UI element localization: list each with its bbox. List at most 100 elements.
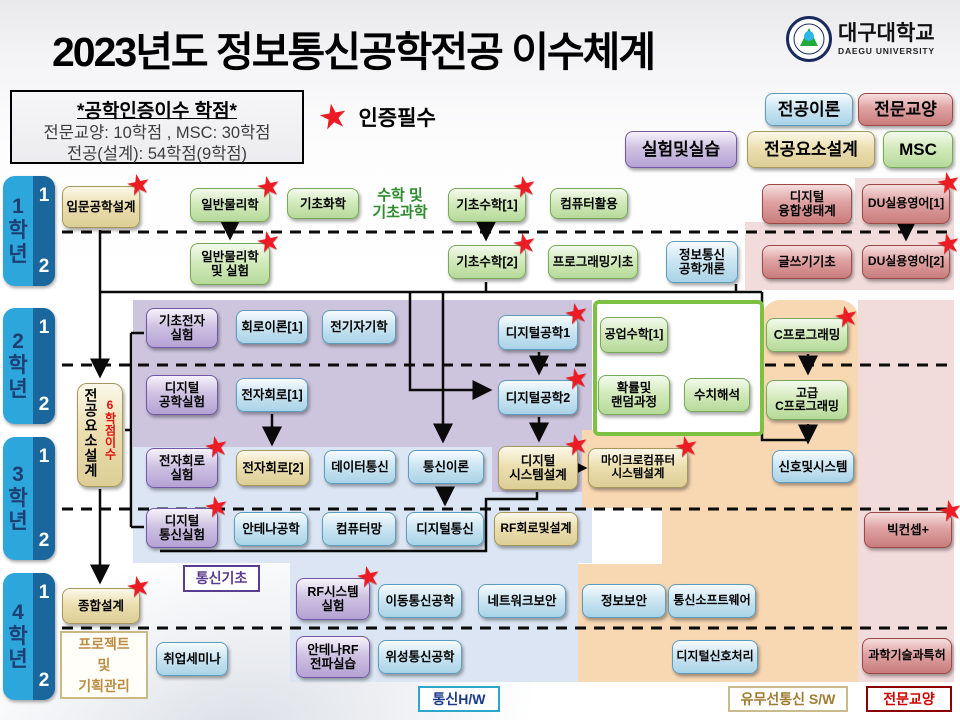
- course-box: 데이터통신: [324, 450, 396, 484]
- course-box: 일반물리학 및 실험 ★: [190, 224, 284, 285]
- course-box: 정보통신 공학개론: [666, 241, 738, 283]
- semester-2-label: 2: [38, 256, 50, 277]
- legend-lab: 실험및실습: [625, 131, 737, 168]
- course-box: 프로그래밍기초: [548, 245, 638, 279]
- edge-line: [125, 331, 144, 529]
- semester-2-label: 2: [38, 530, 50, 551]
- university-name: 대구대학교: [838, 21, 935, 45]
- course-box: 기초수학[2] ★: [448, 226, 540, 279]
- group-label: 수학 및 기초과학: [372, 186, 428, 221]
- major-design-credit-box: 전공요소설계 6학점이수: [77, 383, 123, 487]
- course-box: RF회로및설계: [494, 512, 578, 546]
- semester-1-label: 1: [38, 185, 50, 206]
- group-label: 유무선통신 S/W: [728, 686, 848, 712]
- legend-msc: MSC: [883, 131, 953, 168]
- group-label: 프로젝트 및 기획관리: [60, 631, 148, 699]
- star-icon: ★: [932, 225, 960, 262]
- star-icon: ★: [122, 568, 154, 605]
- star-icon: ★: [200, 488, 232, 525]
- course-box: 전자회로 실험 ★: [146, 429, 232, 488]
- legend-theory: 전공이론: [765, 93, 853, 126]
- edge-line: [160, 492, 539, 553]
- course-box: 회로이론[1]: [236, 310, 308, 344]
- course-box: 이동통신공학: [378, 584, 462, 618]
- course-box: 과학기술과특허: [862, 638, 952, 674]
- course-box: 기초수학[1] ★: [448, 169, 540, 222]
- legend-liberal: 전문교양: [858, 93, 953, 126]
- star-icon: ★: [670, 428, 702, 465]
- semester-1-label: 1: [38, 317, 50, 338]
- star-icon: ★: [830, 298, 862, 335]
- course-box: 안테나공학: [234, 512, 308, 546]
- star-icon: ★: [560, 295, 592, 332]
- course-box: 디지털 공학실험: [146, 375, 218, 415]
- semester-2-label: 2: [38, 394, 50, 415]
- edge-arrow: [408, 292, 493, 400]
- course-box: 통신소프트웨어: [668, 584, 756, 618]
- semester-1-label: 1: [38, 582, 50, 603]
- course-box: 기초화학: [287, 188, 359, 219]
- year-label: 4 학 년: [8, 600, 28, 672]
- star-icon: ★: [122, 166, 154, 203]
- star-icon: ★: [314, 95, 352, 139]
- star-icon: ★: [932, 164, 960, 201]
- course-box: DU실용영어[2] ★: [862, 226, 960, 279]
- course-box: 컴퓨터활용: [550, 188, 628, 219]
- course-box: 신호및시스템: [772, 450, 854, 483]
- university-emblem-icon: [786, 16, 832, 62]
- course-box: 디지털신호처리: [672, 640, 758, 674]
- course-box: C프로그래밍 ★: [766, 299, 862, 352]
- course-box: 위성통신공학: [378, 640, 462, 674]
- info-box-title: *공학인증이수 학점*: [77, 101, 237, 122]
- star-note-label: 인증필수: [358, 107, 436, 130]
- year-label: 1 학 년: [8, 195, 28, 266]
- course-box: 일반물리학 ★: [190, 169, 284, 222]
- course-box: 글쓰기기초: [762, 245, 852, 279]
- star-icon: ★: [508, 168, 540, 205]
- course-box: 네트워크보안: [478, 584, 566, 618]
- star-icon: ★: [560, 360, 592, 397]
- star-icon: ★: [252, 223, 284, 260]
- region-bg-orange: [662, 508, 858, 566]
- course-box: 컴퓨터망: [322, 512, 396, 546]
- group-label: 통신H/W: [418, 686, 500, 712]
- semester-1-label: 1: [38, 446, 50, 467]
- info-box-line2: 전문교양: 10학점 , MSC: 30학점: [43, 124, 271, 142]
- course-box: 디지털공학1 ★: [498, 296, 592, 350]
- university-name-en: DAEGU UNIVERSITY: [838, 45, 935, 56]
- course-box: 빅컨셉+ ★: [864, 493, 960, 548]
- course-box: 안테나RF 전파실습: [296, 636, 370, 678]
- star-icon: ★: [252, 168, 284, 205]
- course-box: 고급 C프로그래밍: [766, 380, 848, 420]
- course-box: 종합설계 ★: [62, 569, 154, 624]
- page-title: 2023년도 정보통신공학전공 이수체계: [52, 29, 656, 75]
- info-box-line3: 전공(설계): 54학점(9학점): [66, 144, 248, 163]
- course-box: DU실용영어[1] ★: [862, 165, 960, 224]
- course-box: 공업수학[1]: [600, 317, 668, 353]
- course-box: 전기자기학: [322, 310, 396, 344]
- course-box: 통신이론: [408, 450, 484, 484]
- accreditation-info-box: *공학인증이수 학점* 전문교양: 10학점 , MSC: 30학점 전공(설계…: [10, 90, 304, 164]
- star-icon: ★: [200, 428, 232, 465]
- course-box: 디지털 융합생태계: [762, 184, 852, 224]
- course-box: 입문공학설계 ★: [62, 167, 154, 228]
- star-icon: ★: [934, 492, 960, 529]
- university-logo: 대구대학교 DAEGU UNIVERSITY: [786, 16, 935, 62]
- course-box: 디지털 통신실험 ★: [146, 489, 232, 548]
- course-box: RF시스템 실험 ★: [296, 559, 384, 620]
- required-star-legend: ★ 인증필수: [314, 95, 436, 139]
- vertical-box-credits: 6학점이수: [103, 398, 117, 460]
- course-box: 기초전자 실험: [146, 308, 218, 348]
- group-label: 통신기초: [183, 565, 260, 592]
- course-box: 디지털공학2 ★: [498, 361, 592, 415]
- course-box: 수치해석: [684, 378, 750, 412]
